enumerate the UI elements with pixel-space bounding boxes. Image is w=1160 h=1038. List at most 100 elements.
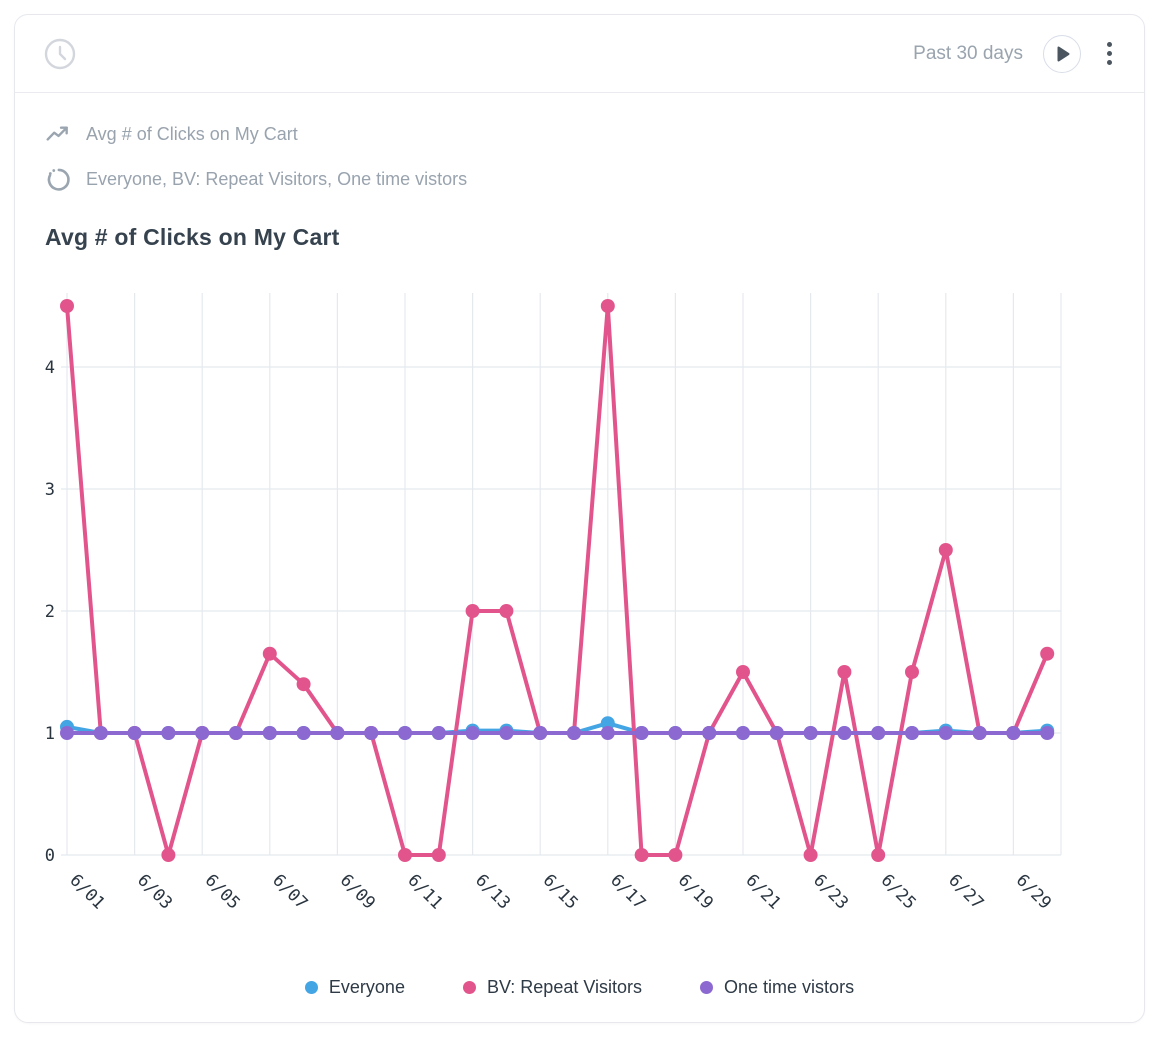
data-point	[465, 726, 480, 740]
data-point	[296, 726, 311, 740]
data-point	[905, 726, 919, 740]
data-point	[195, 726, 210, 740]
x-axis-label: 6/27	[944, 870, 987, 913]
kebab-dot	[1107, 42, 1112, 47]
data-point	[93, 726, 108, 740]
data-point	[803, 726, 818, 740]
play-button[interactable]	[1043, 34, 1081, 73]
play-icon	[1050, 42, 1074, 66]
data-point	[600, 726, 615, 740]
x-axis-label: 6/01	[65, 870, 108, 913]
data-point	[296, 677, 311, 692]
data-point	[938, 543, 953, 557]
legend-label: BV: Repeat Visitors	[486, 977, 643, 997]
data-point	[364, 726, 379, 740]
data-point	[702, 726, 717, 740]
grid-lines	[61, 293, 1062, 856]
segments-spinner-icon	[45, 166, 71, 192]
data-point	[938, 726, 953, 740]
data-point	[736, 665, 750, 679]
data-point	[364, 726, 379, 740]
data-point	[93, 726, 108, 740]
data-point	[600, 716, 615, 731]
data-point	[60, 719, 74, 734]
x-axis-label: 6/07	[268, 870, 311, 913]
data-point	[668, 726, 683, 740]
data-point	[668, 848, 683, 862]
data-point	[567, 726, 581, 740]
data-point	[972, 726, 987, 740]
y-axis-label: 4	[45, 358, 55, 378]
data-point	[1006, 726, 1021, 740]
data-point	[702, 726, 717, 740]
card-body: Avg # of Clicks on My Cart Everyone, BV:…	[15, 93, 1144, 251]
x-axis-label: 6/11	[403, 870, 446, 913]
series-bv-repeat-visitors	[60, 299, 1055, 862]
data-point	[262, 726, 277, 740]
data-point	[871, 726, 886, 740]
x-axis-label: 6/19	[674, 870, 717, 913]
chart-title: Avg # of Clicks on My Cart	[45, 224, 340, 250]
clock-icon	[43, 37, 77, 71]
y-axis-label: 3	[45, 480, 55, 500]
data-point	[769, 726, 784, 740]
chart-card: Past 30 days Av	[14, 14, 1145, 1023]
data-point	[837, 726, 852, 740]
data-point	[634, 848, 649, 862]
metric-meta-row: Avg # of Clicks on My Cart	[45, 121, 1114, 147]
data-point	[736, 726, 750, 740]
data-point	[905, 665, 919, 679]
data-point	[499, 604, 514, 618]
series-everyone	[60, 716, 1055, 740]
data-point	[499, 726, 514, 740]
data-point	[262, 646, 277, 661]
data-point	[1006, 726, 1021, 740]
data-point	[634, 726, 649, 740]
data-point	[398, 726, 412, 740]
data-point	[465, 723, 480, 738]
data-point	[871, 848, 886, 862]
data-point	[127, 726, 142, 740]
kebab-dot	[1107, 60, 1112, 65]
data-point	[567, 726, 581, 740]
data-point	[262, 726, 277, 740]
x-axis-label: 6/09	[336, 870, 379, 913]
legend-item[interactable]: Everyone	[304, 977, 405, 998]
x-axis-label: 6/21	[741, 870, 784, 913]
data-point	[871, 726, 886, 740]
data-point	[364, 726, 379, 740]
data-point	[837, 665, 852, 679]
data-point	[972, 726, 987, 740]
data-point	[60, 726, 74, 740]
series-one-time-vistors	[60, 726, 1055, 740]
kebab-menu-button[interactable]	[1101, 37, 1118, 70]
data-point	[229, 726, 243, 740]
data-point	[600, 299, 615, 313]
legend-dot	[304, 981, 318, 994]
segments-meta-row: Everyone, BV: Repeat Visitors, One time …	[45, 166, 1114, 192]
data-point	[195, 726, 210, 740]
data-point	[229, 726, 243, 740]
series-line-everyone	[65, 721, 1050, 735]
legend-item[interactable]: BV: Repeat Visitors	[462, 977, 643, 998]
x-axis-label: 6/17	[606, 870, 649, 913]
data-point	[736, 726, 750, 740]
y-axis-label: 1	[45, 724, 55, 744]
series-line-bv-repeat-visitors	[65, 304, 1050, 857]
data-point	[972, 726, 987, 740]
data-point	[398, 726, 412, 740]
header-actions: Past 30 days	[913, 34, 1118, 73]
data-point	[1040, 726, 1055, 740]
x-axis-label: 6/03	[133, 870, 176, 913]
data-point	[1006, 726, 1021, 740]
data-point	[938, 723, 953, 738]
data-point	[533, 726, 548, 740]
legend-label: One time vistors	[724, 977, 855, 997]
legend-dot	[700, 981, 714, 994]
metric-label: Avg # of Clicks on My Cart	[86, 123, 298, 144]
y-axis-label: 0	[45, 846, 55, 866]
data-point	[330, 726, 345, 740]
x-axis-label: 6/29	[1012, 870, 1055, 913]
legend-item[interactable]: One time vistors	[700, 977, 854, 998]
data-point	[431, 726, 446, 740]
